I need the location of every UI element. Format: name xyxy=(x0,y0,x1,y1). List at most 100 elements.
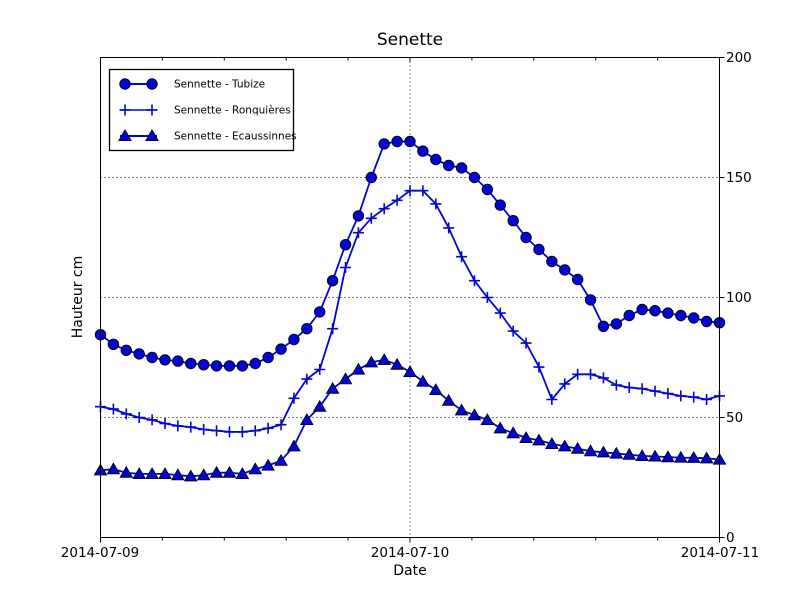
data-point-circle xyxy=(430,153,442,166)
data-point-circle xyxy=(688,312,700,324)
data-point-triangle xyxy=(519,431,533,443)
data-point-plus xyxy=(443,222,455,234)
legend: Sennette - Tubize Sennette - Ronquières … xyxy=(108,68,297,152)
data-point-circle xyxy=(378,138,390,150)
data-point-circle xyxy=(107,338,120,350)
data-point-triangle xyxy=(493,421,508,434)
data-point-plus xyxy=(262,422,274,434)
tick-layer xyxy=(100,57,725,543)
data-point-triangle xyxy=(557,439,572,452)
legend-circle-marker-icon xyxy=(146,78,158,90)
series-layer xyxy=(93,135,727,482)
data-point-triangle xyxy=(274,453,288,466)
data-point-circle xyxy=(326,275,339,287)
data-point-circle xyxy=(301,323,313,335)
legend-plus-marker-icon xyxy=(146,104,158,116)
data-point-plus xyxy=(327,323,339,335)
data-point-triangle xyxy=(532,433,546,446)
data-point-plus xyxy=(249,425,261,437)
data-point-plus xyxy=(133,412,145,423)
data-point-circle xyxy=(546,255,558,268)
data-point-plus xyxy=(688,391,700,403)
data-point-plus xyxy=(223,426,235,438)
x-tick-label-0: 2014-07-09 xyxy=(61,545,139,561)
data-point-plus xyxy=(546,394,558,405)
data-point-circle xyxy=(468,171,481,184)
data-point-plus xyxy=(468,275,480,287)
x-tick-label-1: 2014-07-10 xyxy=(371,545,449,561)
legend-circle-marker-icon xyxy=(119,78,131,90)
data-point-circle xyxy=(146,351,158,364)
data-point-plus xyxy=(288,392,300,404)
data-point-triangle xyxy=(222,465,237,478)
data-point-circle xyxy=(404,135,416,148)
data-point-circle xyxy=(533,243,545,256)
data-point-triangle xyxy=(648,449,662,462)
data-point-triangle xyxy=(132,467,147,479)
data-point-triangle xyxy=(106,462,121,475)
data-point-circle xyxy=(185,357,197,370)
data-point-plus xyxy=(120,408,132,420)
data-point-circle xyxy=(649,305,661,317)
data-point-triangle xyxy=(609,446,624,459)
data-point-triangle xyxy=(454,403,469,416)
y-tick-label-50: 50 xyxy=(726,410,743,426)
data-point-circle xyxy=(223,360,236,372)
data-point-circle xyxy=(520,231,532,244)
data-point-circle xyxy=(159,354,171,366)
data-point-plus xyxy=(701,394,713,405)
data-point-plus xyxy=(559,378,571,390)
chart-title: Senette xyxy=(377,30,443,50)
data-point-plus xyxy=(623,382,635,393)
data-point-plus xyxy=(520,337,532,349)
data-point-plus xyxy=(649,385,661,397)
data-point-plus xyxy=(533,361,545,373)
data-point-triangle xyxy=(570,441,585,454)
legend-label-tubize: Sennette - Tubize xyxy=(174,79,265,91)
data-point-plus xyxy=(430,198,442,210)
data-point-triangle xyxy=(428,383,443,395)
data-point-circle xyxy=(584,294,597,306)
data-point-triangle xyxy=(596,445,611,458)
data-point-circle xyxy=(610,318,623,330)
data-point-triangle xyxy=(544,437,559,449)
legend-label-ecaussinnes: Sennette - Ecaussinnes xyxy=(174,131,297,143)
data-point-triangle xyxy=(312,399,327,412)
data-point-circle xyxy=(314,306,326,318)
x-axis-label: Date xyxy=(393,563,426,579)
data-point-triangle xyxy=(196,468,211,481)
data-point-plus xyxy=(301,373,313,385)
data-point-triangle xyxy=(686,451,701,463)
data-point-circle xyxy=(339,239,352,251)
data-point-circle xyxy=(249,357,261,370)
data-point-circle xyxy=(700,315,713,328)
y-axis-label: Hauteur cm xyxy=(70,256,86,339)
data-point-plus xyxy=(391,194,403,206)
data-point-triangle xyxy=(673,450,688,463)
data-point-triangle xyxy=(416,374,430,387)
data-point-triangle xyxy=(480,413,495,425)
data-point-circle xyxy=(288,333,300,346)
data-point-plus xyxy=(507,325,519,337)
data-point-circle xyxy=(120,344,132,356)
data-point-circle xyxy=(636,303,648,316)
data-point-triangle xyxy=(390,357,404,370)
data-point-triangle xyxy=(299,413,314,425)
y-tick-label-200: 200 xyxy=(726,50,752,66)
data-point-plus xyxy=(585,368,597,380)
data-point-triangle xyxy=(377,353,392,365)
data-point-circle xyxy=(597,320,610,332)
data-point-plus xyxy=(211,425,223,437)
data-point-plus xyxy=(662,388,674,399)
data-point-triangle xyxy=(583,444,598,457)
data-point-triangle xyxy=(351,362,366,375)
data-point-circle xyxy=(133,348,145,360)
data-point-circle xyxy=(172,355,184,367)
data-point-plus xyxy=(597,372,609,384)
data-point-triangle xyxy=(287,439,301,452)
y-tick-label-100: 100 xyxy=(726,290,752,306)
data-point-plus xyxy=(365,212,377,224)
data-point-triangle xyxy=(338,372,353,385)
data-point-plus xyxy=(340,262,352,273)
